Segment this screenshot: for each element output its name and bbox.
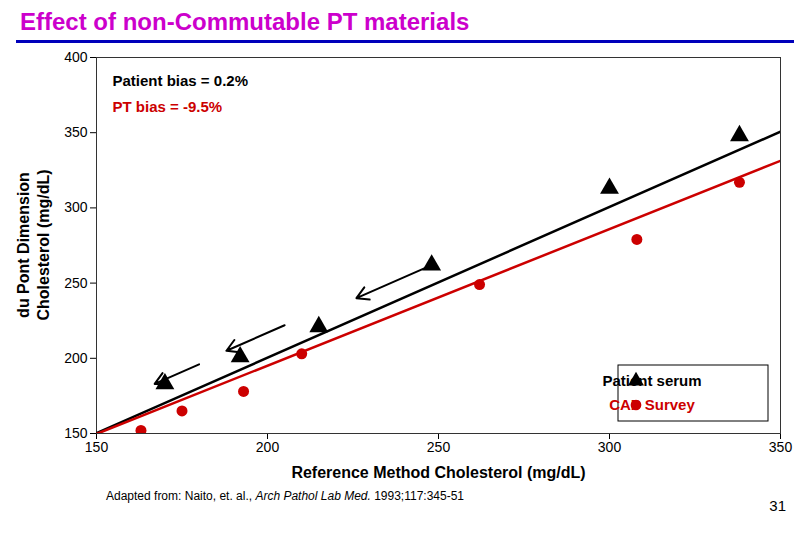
html-text:Effect of non-Commutable PT ma: Effect of non-Commutable PT materials	[20, 8, 470, 35]
svg-text:250: 250	[427, 439, 451, 455]
svg-text:du Pont DimensionCholesterol (: du Pont DimensionCholesterol (mg/dL)	[15, 169, 51, 320]
svg-text:150: 150	[64, 425, 88, 441]
svg-text:200: 200	[64, 350, 88, 366]
svg-text:PT bias = -9.5%: PT bias = -9.5%	[113, 98, 223, 115]
svg-text:Patient serum: Patient serum	[602, 372, 701, 389]
svg-text:400: 400	[64, 49, 88, 65]
svg-text:CAP Survey: CAP Survey	[609, 396, 695, 413]
svg-text:350: 350	[769, 439, 793, 455]
html-text:31: 31	[769, 497, 786, 514]
svg-text:Reference Method Cholesterol (: Reference Method Cholesterol (mg/dL)	[291, 464, 585, 481]
svg-text:350: 350	[64, 124, 88, 140]
svg-text:Patient bias = 0.2%: Patient bias = 0.2%	[113, 72, 248, 89]
html-text:Adapted from: Naito, et. al.,: Adapted from: Naito, et. al., Arch Patho…	[106, 489, 464, 503]
svg-text:150: 150	[85, 439, 109, 455]
svg-text:300: 300	[64, 199, 88, 215]
svg-text:200: 200	[256, 439, 280, 455]
svg-text:300: 300	[598, 439, 622, 455]
svg-text:250: 250	[64, 275, 88, 291]
